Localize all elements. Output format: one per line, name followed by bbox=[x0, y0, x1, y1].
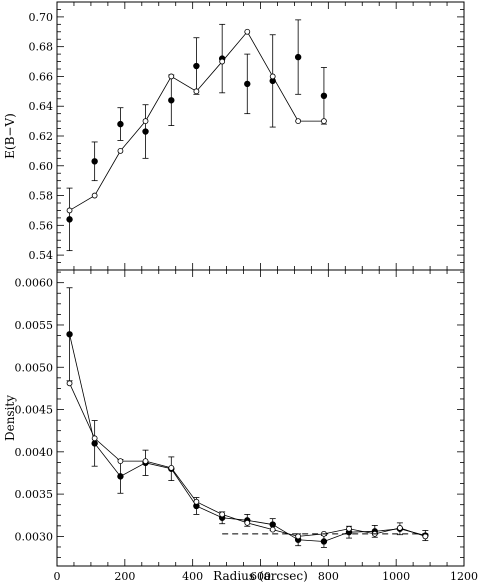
filled-data-point bbox=[66, 216, 73, 223]
open-data-point bbox=[66, 207, 73, 214]
filled-data-point bbox=[244, 80, 251, 88]
series-line bbox=[69, 334, 426, 542]
filled-data-point bbox=[320, 92, 328, 99]
y-tick-label: 0.0035 bbox=[15, 488, 54, 501]
open-data-point bbox=[142, 458, 149, 465]
y-tick-label: 0.0060 bbox=[15, 277, 54, 290]
open-data-point bbox=[91, 192, 98, 199]
x-tick-label: 600 bbox=[250, 570, 271, 582]
filled-data-point bbox=[66, 331, 73, 338]
open-data-point bbox=[269, 526, 276, 533]
y-tick-label: 0.0045 bbox=[15, 404, 54, 417]
y-tick-label: 0.0040 bbox=[15, 446, 54, 459]
open-data-point bbox=[244, 519, 251, 526]
open-data-point bbox=[321, 118, 327, 125]
open-data-point bbox=[219, 58, 226, 65]
open-data-point bbox=[66, 380, 73, 387]
filled-data-point bbox=[142, 128, 149, 135]
open-data-point bbox=[168, 73, 175, 80]
ebv-panel: 0.54 0.56 0.58 0.60 0.62 0.64 0.66 0.68 0.70 E(B−… bbox=[3, 1, 465, 271]
open-data-point bbox=[117, 458, 124, 465]
filled-data-point bbox=[117, 120, 124, 128]
y-axis-label: E(B−V) bbox=[3, 113, 17, 159]
x-tick-label: 1200 bbox=[450, 570, 478, 582]
filled-data-point bbox=[269, 521, 276, 528]
open-data-point bbox=[91, 435, 98, 442]
y-tick-label: 0.64 bbox=[29, 100, 54, 113]
y-tick-label: 0.68 bbox=[29, 41, 54, 54]
x-tick-label: 800 bbox=[318, 570, 339, 582]
open-data-point bbox=[295, 533, 302, 540]
y-tick-label: 0.70 bbox=[29, 11, 54, 24]
density-panel: 0.0030 0.0035 0.0040 0.0045 0.0050 0.0055 0.00… bbox=[3, 269, 478, 582]
open-data-point bbox=[219, 511, 226, 518]
open-data-point bbox=[422, 533, 429, 540]
x-tick-label: 200 bbox=[114, 570, 135, 582]
y-tick-label: 0.66 bbox=[29, 70, 54, 83]
open-data-point bbox=[269, 73, 276, 80]
y-tick-label: 0.0055 bbox=[15, 319, 54, 332]
y-tick-label: 0.0050 bbox=[15, 361, 54, 374]
filled-data-point bbox=[193, 62, 200, 70]
open-data-point bbox=[295, 118, 302, 125]
open-data-point bbox=[142, 118, 149, 125]
y-tick-label: 0.60 bbox=[29, 160, 54, 173]
filled-data-point bbox=[91, 158, 98, 165]
x-tick-label: 0 bbox=[54, 570, 61, 582]
y-axis-label: Density bbox=[3, 395, 17, 441]
plot-frame bbox=[56, 269, 465, 567]
open-data-point bbox=[193, 498, 200, 505]
filled-data-point bbox=[91, 440, 98, 447]
y-tick-label: 0.62 bbox=[29, 130, 54, 143]
x-tick-label: 1000 bbox=[382, 570, 410, 582]
open-data-point bbox=[117, 147, 124, 154]
open-data-point bbox=[168, 464, 175, 471]
plot-frame bbox=[56, 1, 465, 271]
open-data-point bbox=[193, 88, 200, 95]
filled-data-point bbox=[168, 97, 175, 104]
y-tick-label: 0.58 bbox=[29, 190, 54, 203]
open-data-point bbox=[244, 28, 251, 35]
y-tick-label: 0.0030 bbox=[15, 530, 54, 543]
filled-data-point bbox=[117, 473, 124, 480]
y-tick-label: 0.54 bbox=[29, 249, 54, 262]
open-data-point bbox=[346, 525, 352, 532]
open-data-point bbox=[396, 525, 403, 531]
y-tick-label: 0.56 bbox=[29, 219, 54, 232]
filled-data-point bbox=[320, 538, 328, 545]
x-tick-label: 400 bbox=[182, 570, 203, 582]
x-axis-label: Radius (arcsec) bbox=[213, 569, 308, 582]
filled-data-point bbox=[294, 53, 302, 61]
